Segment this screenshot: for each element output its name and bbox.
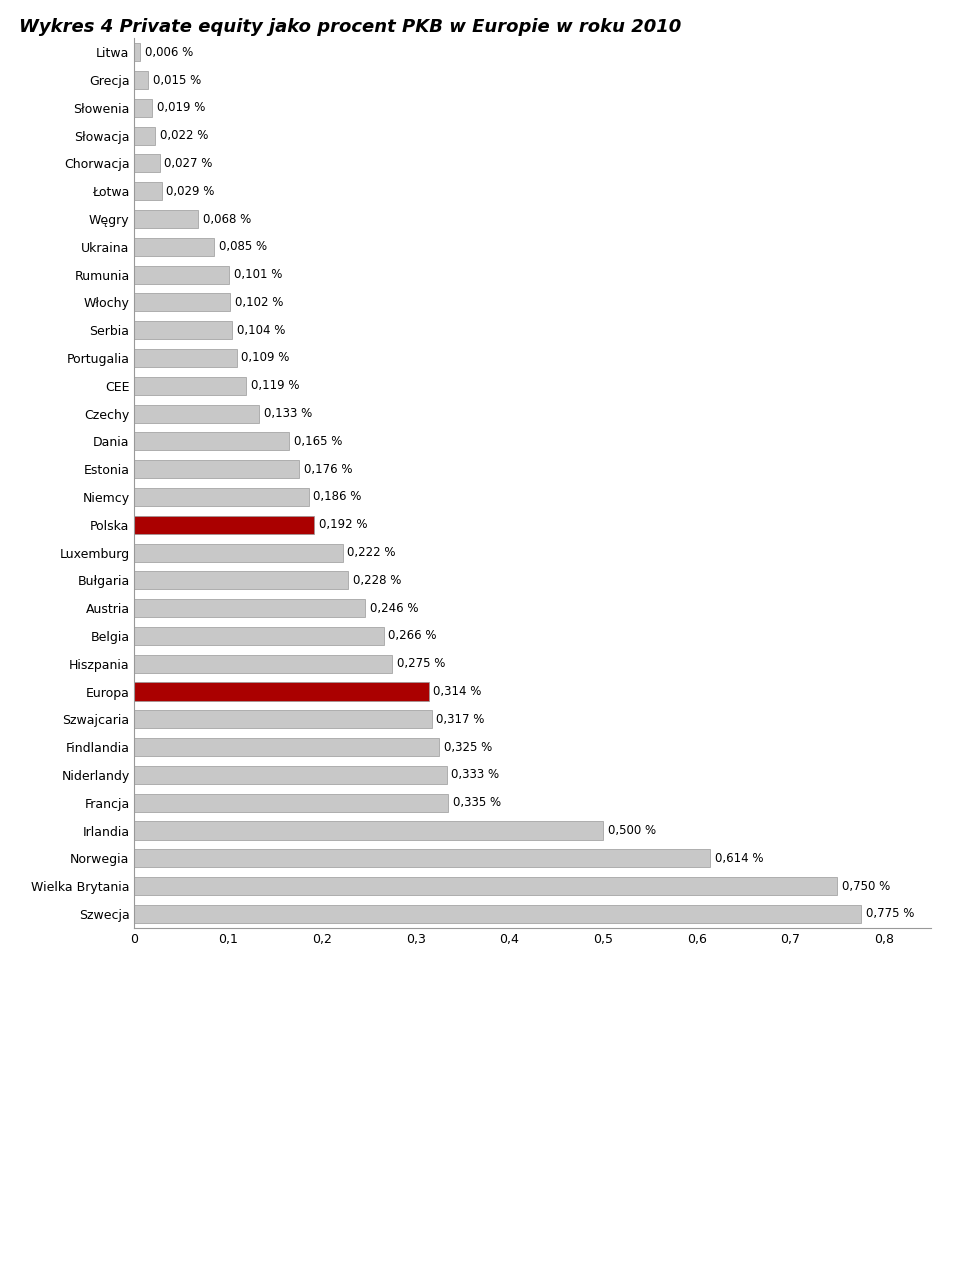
Text: 0,775 %: 0,775 %: [866, 907, 914, 920]
Bar: [134, 571, 348, 589]
Bar: [134, 739, 439, 757]
Text: 0,750 %: 0,750 %: [842, 879, 890, 892]
Bar: [134, 238, 214, 256]
Bar: [134, 155, 159, 173]
Text: 0,104 %: 0,104 %: [236, 323, 285, 336]
Bar: [134, 321, 232, 339]
Bar: [134, 822, 603, 840]
Bar: [134, 43, 140, 61]
Bar: [134, 377, 246, 395]
Bar: [134, 432, 289, 450]
Text: 0,119 %: 0,119 %: [251, 380, 300, 392]
Bar: [134, 654, 393, 672]
Text: 0,101 %: 0,101 %: [234, 268, 282, 281]
Bar: [134, 405, 259, 423]
Text: 0,314 %: 0,314 %: [433, 685, 482, 698]
Bar: [134, 516, 314, 534]
Text: 0,133 %: 0,133 %: [264, 408, 312, 420]
Bar: [134, 349, 236, 367]
Text: 0,246 %: 0,246 %: [370, 602, 419, 615]
Bar: [134, 711, 432, 728]
Bar: [134, 877, 837, 895]
Text: 0,192 %: 0,192 %: [319, 519, 368, 532]
Text: 0,006 %: 0,006 %: [145, 46, 193, 59]
Text: 0,266 %: 0,266 %: [389, 630, 437, 643]
Bar: [134, 905, 861, 923]
Bar: [134, 627, 384, 645]
Bar: [134, 766, 446, 783]
Text: 0,333 %: 0,333 %: [451, 768, 499, 781]
Bar: [134, 127, 155, 144]
Bar: [134, 599, 365, 617]
Text: 0,275 %: 0,275 %: [396, 657, 445, 670]
Bar: [134, 266, 229, 284]
Bar: [134, 850, 710, 868]
Text: 0,325 %: 0,325 %: [444, 741, 492, 754]
Bar: [134, 794, 448, 812]
Text: 0,614 %: 0,614 %: [714, 852, 763, 865]
Bar: [134, 98, 153, 116]
Bar: [134, 543, 343, 561]
Text: 0,500 %: 0,500 %: [608, 824, 656, 837]
Text: 0,335 %: 0,335 %: [453, 796, 501, 809]
Bar: [134, 72, 149, 89]
Bar: [134, 183, 161, 201]
Bar: [134, 682, 429, 700]
Text: Wykres 4 Private equity jako procent PKB w Europie w roku 2010: Wykres 4 Private equity jako procent PKB…: [19, 18, 682, 36]
Text: 0,176 %: 0,176 %: [304, 463, 352, 475]
Text: 0,109 %: 0,109 %: [241, 351, 290, 364]
Text: 0,015 %: 0,015 %: [154, 74, 202, 87]
Bar: [134, 294, 230, 312]
Text: 0,165 %: 0,165 %: [294, 435, 342, 447]
Text: 0,186 %: 0,186 %: [314, 491, 362, 504]
Bar: [134, 488, 309, 506]
Text: 0,068 %: 0,068 %: [203, 212, 252, 225]
Text: 0,029 %: 0,029 %: [166, 185, 215, 198]
Text: 0,317 %: 0,317 %: [436, 713, 485, 726]
Text: 0,102 %: 0,102 %: [234, 296, 283, 309]
Bar: [134, 210, 198, 227]
Text: 0,085 %: 0,085 %: [219, 240, 267, 253]
Text: 0,222 %: 0,222 %: [348, 546, 396, 558]
Text: 0,027 %: 0,027 %: [164, 157, 213, 170]
Text: 0,019 %: 0,019 %: [156, 101, 205, 114]
Text: 0,022 %: 0,022 %: [159, 129, 208, 142]
Bar: [134, 460, 300, 478]
Text: 0,228 %: 0,228 %: [353, 574, 401, 587]
